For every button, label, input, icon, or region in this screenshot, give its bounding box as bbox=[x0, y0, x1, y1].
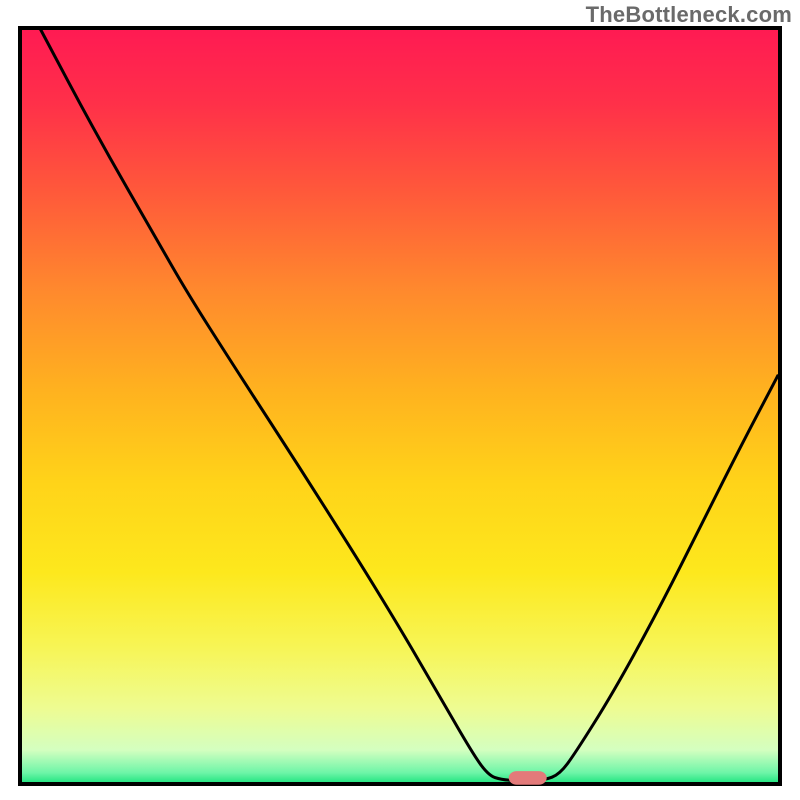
bottleneck-chart bbox=[0, 0, 800, 800]
watermark-text: TheBottleneck.com bbox=[586, 2, 792, 28]
plot-background bbox=[20, 28, 780, 784]
chart-container: TheBottleneck.com bbox=[0, 0, 800, 800]
optimal-marker bbox=[509, 771, 547, 785]
